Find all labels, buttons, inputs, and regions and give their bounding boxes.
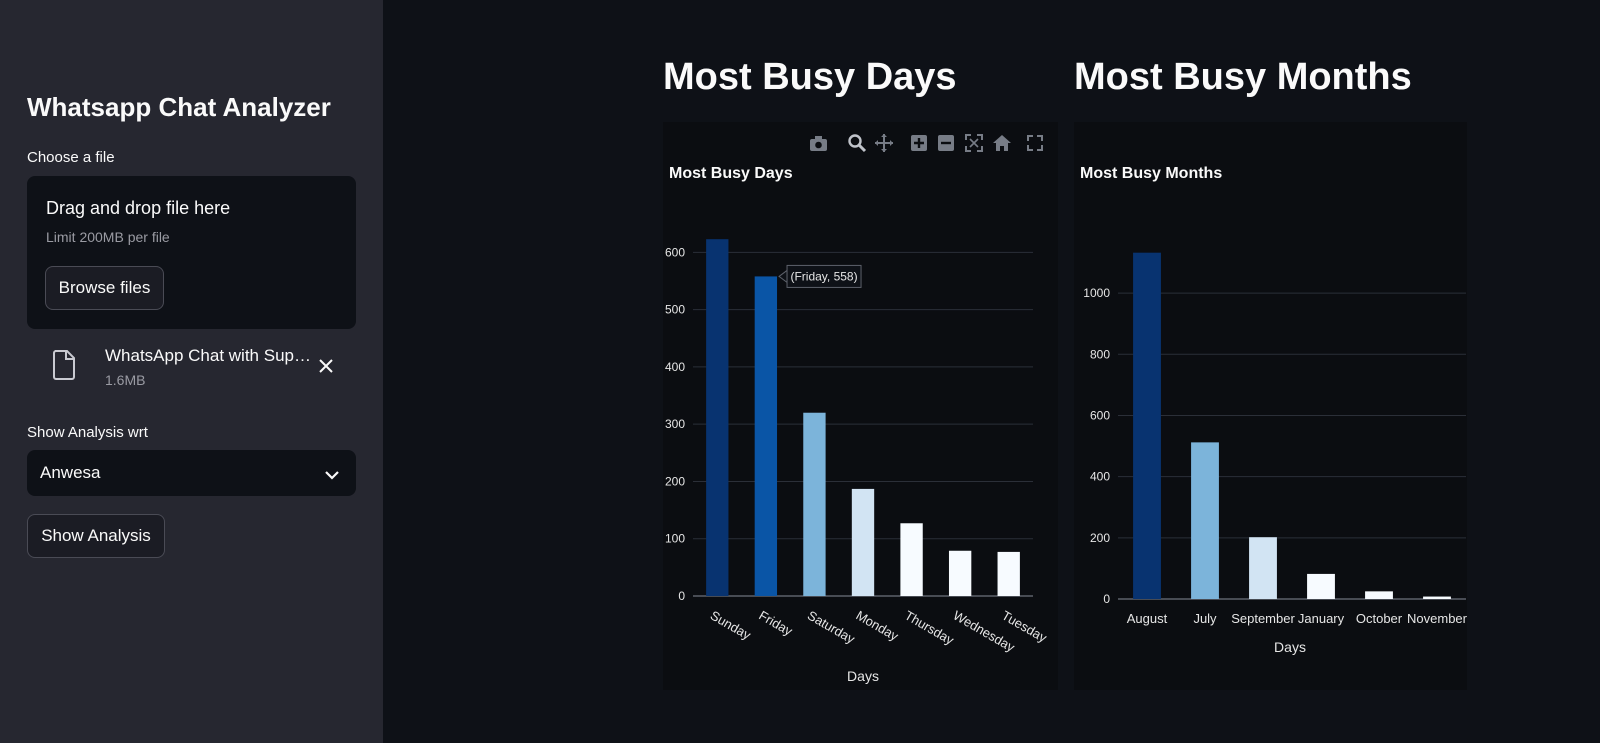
dropzone-title: Drag and drop file here <box>46 198 231 218</box>
months-bar-chart: Most Busy Months 0 200 400 600 800 1000 August J… <box>1080 165 1467 655</box>
x-tick-label: Monday <box>854 608 902 644</box>
x-tick-label: November <box>1407 611 1467 626</box>
bar-thursday <box>900 523 923 596</box>
y-tick-label: 600 <box>1090 408 1110 422</box>
y-tick-label: 100 <box>665 532 685 546</box>
pan-icon[interactable] <box>875 134 893 152</box>
days-chart-panel: Most Busy Days 0 100 200 300 400 500 600 Sunday F… <box>663 122 1058 690</box>
bar-august <box>1133 252 1161 599</box>
bar-saturday <box>803 412 826 596</box>
bar-november <box>1423 596 1451 599</box>
x-tick-label: October <box>1356 611 1403 626</box>
autoscale-icon[interactable] <box>965 134 983 152</box>
remove-file-icon[interactable] <box>318 358 334 379</box>
bar-january <box>1307 573 1335 599</box>
analysis-user-select[interactable]: Anwesa <box>27 450 356 496</box>
file-icon <box>52 350 76 385</box>
y-tick-label: 200 <box>1090 531 1110 545</box>
y-tick-label: 0 <box>678 589 685 603</box>
sidebar: Whatsapp Chat Analyzer Choose a file Dra… <box>0 0 383 743</box>
x-tick-label: January <box>1298 611 1345 626</box>
chart-modebar <box>810 134 1043 153</box>
x-tick-label: Friday <box>756 608 795 639</box>
y-tick-label: 500 <box>665 303 685 317</box>
zoom-icon[interactable] <box>848 134 867 153</box>
y-tick-label: 600 <box>665 245 685 259</box>
bar-sunday <box>706 239 729 596</box>
x-tick-label: July <box>1193 611 1217 626</box>
zoom-in-icon[interactable] <box>911 135 927 151</box>
y-tick-label: 400 <box>665 360 685 374</box>
x-tick-label: Thursday <box>902 608 957 648</box>
bar-september <box>1249 537 1277 599</box>
bar-monday <box>851 488 875 596</box>
x-axis-label: Days <box>847 668 879 684</box>
hover-tooltip: (Friday, 558) <box>778 264 862 288</box>
chart-title: Most Busy Days <box>669 165 793 182</box>
analysis-select-label: Show Analysis wrt <box>27 424 148 441</box>
bar-wednesday <box>948 550 972 596</box>
months-heading: Most Busy Months <box>1074 56 1412 98</box>
browse-files-button[interactable]: Browse files <box>45 266 164 310</box>
days-bar-chart: Most Busy Days 0 100 200 300 400 500 600 Sunday F… <box>665 165 1050 684</box>
x-tick-label: Wednesday <box>951 608 1018 655</box>
y-tick-label: 400 <box>1090 470 1110 484</box>
x-axis-label: Days <box>1274 639 1306 655</box>
uploaded-file-row: WhatsApp Chat with Sup… 1.6MB <box>27 342 356 394</box>
x-tick-label: September <box>1231 611 1295 626</box>
x-tick-label: Sunday <box>708 608 754 643</box>
days-heading: Most Busy Days <box>663 56 957 98</box>
home-icon[interactable] <box>993 135 1011 151</box>
tooltip-text: (Friday, 558) <box>790 269 857 283</box>
bar-friday <box>754 276 778 596</box>
show-analysis-button[interactable]: Show Analysis <box>27 514 165 558</box>
x-tick-label: Tuesday <box>999 608 1050 646</box>
x-tick-label: August <box>1127 611 1168 626</box>
file-name: WhatsApp Chat with Sup… <box>105 346 311 365</box>
fullscreen-icon[interactable] <box>1027 135 1043 151</box>
chevron-down-icon <box>325 467 339 485</box>
x-tick-label: Saturday <box>805 608 858 647</box>
tooltip-box <box>786 264 862 288</box>
app-title: Whatsapp Chat Analyzer <box>27 92 331 122</box>
y-tick-label: 800 <box>1090 347 1110 361</box>
file-dropzone[interactable]: Drag and drop file here Limit 200MB per … <box>27 176 356 329</box>
camera-icon[interactable] <box>810 136 827 151</box>
uploader-label: Choose a file <box>27 149 115 166</box>
bar-october <box>1365 591 1393 599</box>
months-chart-panel: Most Busy Months 0 200 400 600 800 1000 August J… <box>1074 122 1467 690</box>
dropzone-limit: Limit 200MB per file <box>46 229 170 245</box>
chart-title: Most Busy Months <box>1080 165 1222 182</box>
y-tick-label: 300 <box>665 417 685 431</box>
select-value: Anwesa <box>40 463 101 482</box>
y-tick-label: 0 <box>1103 592 1110 606</box>
y-tick-label: 1000 <box>1083 286 1110 300</box>
zoom-out-icon[interactable] <box>938 135 954 151</box>
y-tick-label: 200 <box>665 474 685 488</box>
bar-july <box>1191 442 1219 599</box>
file-size: 1.6MB <box>105 372 146 388</box>
bar-tuesday <box>997 551 1020 596</box>
tooltip-pointer <box>778 269 788 284</box>
